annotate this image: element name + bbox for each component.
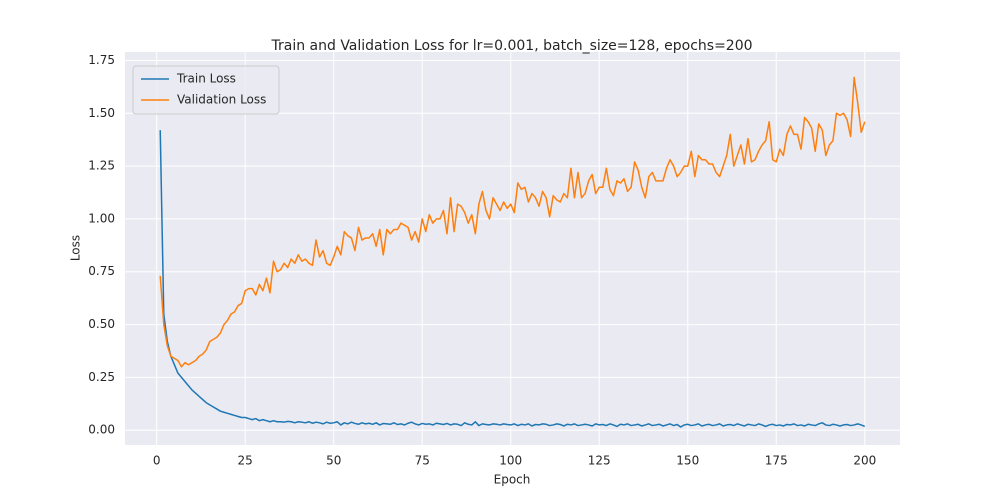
- series-line: [159, 76, 866, 368]
- x-tick-label: 125: [588, 454, 611, 468]
- x-tick-label: 75: [415, 454, 430, 468]
- legend-label: Train Loss: [176, 72, 236, 86]
- legend-box: [132, 65, 280, 115]
- x-tick-label: 50: [326, 454, 341, 468]
- y-tick-label: 0.00: [88, 423, 115, 437]
- series-line: [159, 130, 866, 428]
- y-tick-label: 1.50: [88, 106, 115, 120]
- chart-title: Train and Validation Loss for lr=0.001, …: [270, 38, 752, 54]
- x-tick-label: 0: [153, 454, 161, 468]
- x-tick-label: 25: [238, 454, 253, 468]
- x-tick-label: 200: [853, 454, 876, 468]
- y-tick-label: 1.25: [88, 159, 115, 173]
- y-tick-label: 1.00: [88, 211, 115, 225]
- y-tick-label: 0.25: [88, 370, 115, 384]
- y-tick-label: 0.50: [88, 317, 115, 331]
- x-tick-label: 175: [765, 454, 788, 468]
- x-axis-label: Epoch: [494, 473, 531, 487]
- x-tick-label: 100: [499, 454, 522, 468]
- plot-area: [125, 52, 900, 445]
- y-tick-label: 1.75: [88, 53, 115, 67]
- x-tick-label: 150: [676, 454, 699, 468]
- legend-label: Validation Loss: [177, 93, 266, 107]
- y-tick-label: 0.75: [88, 264, 115, 278]
- y-axis-label: Loss: [69, 235, 83, 261]
